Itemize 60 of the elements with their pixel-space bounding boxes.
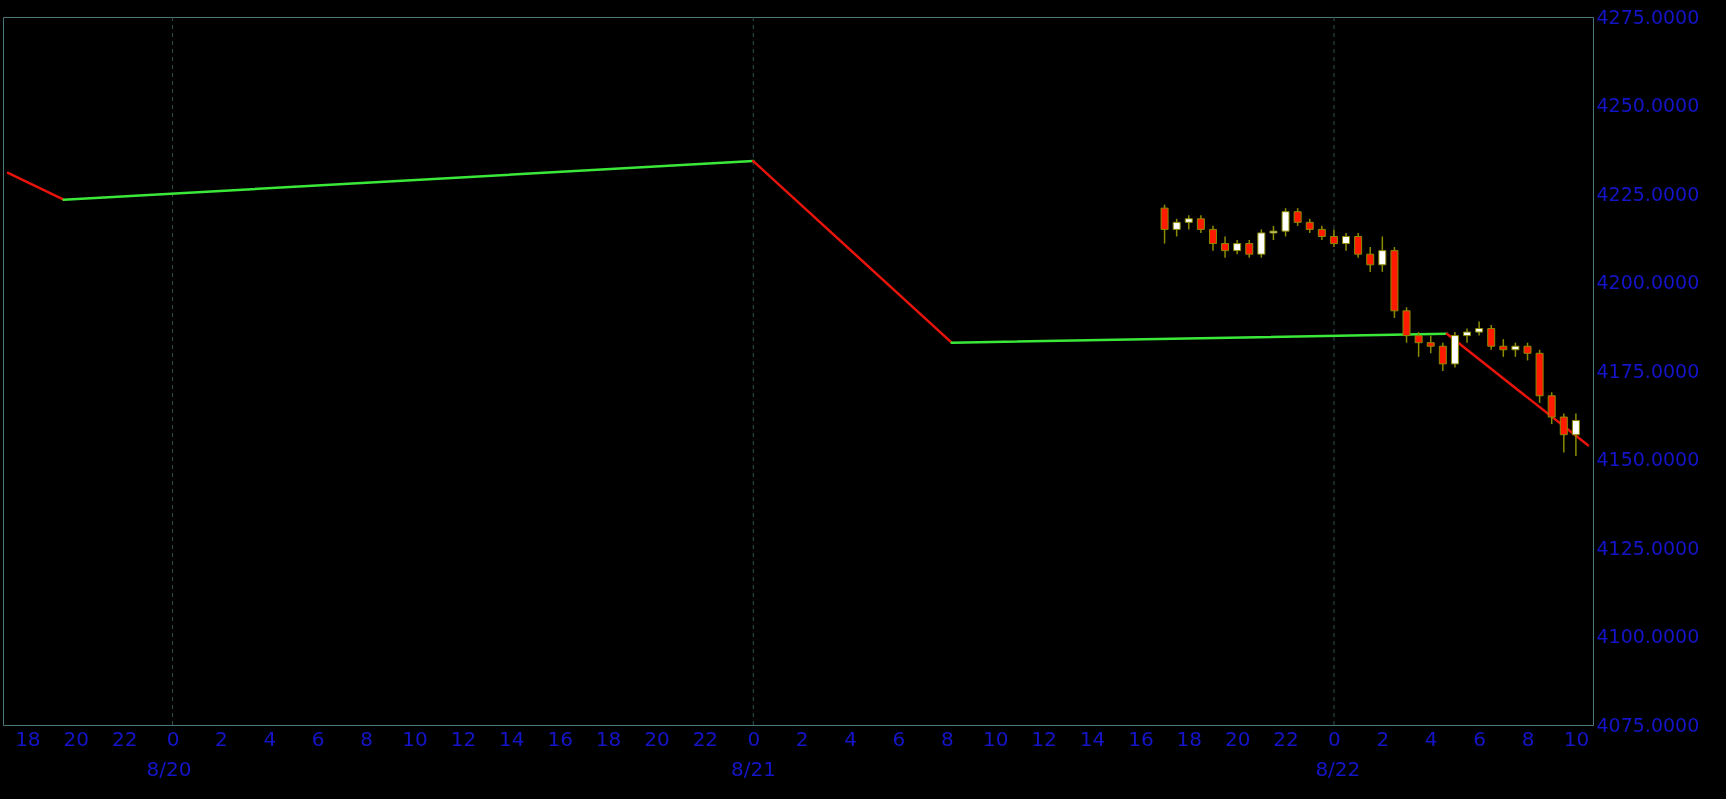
x-tick-label: 22 (692, 726, 719, 751)
candlestick (1257, 228, 1266, 259)
x-tick-label: 4 (263, 726, 277, 751)
x-tick-label: 10 (402, 726, 428, 751)
candlestick (1559, 412, 1568, 454)
y-tick-label: 4250.0000 (1596, 94, 1700, 116)
candlestick (1354, 232, 1363, 259)
x-tick-label: 6 (1473, 726, 1486, 751)
y-tick-label: 4150.0000 (1596, 448, 1700, 470)
x-tick-label: 0 (747, 726, 761, 751)
x-tick-label: 20 (63, 726, 89, 751)
x-tick-label: 8 (360, 726, 373, 751)
x2-tick-label: 8/22 (1315, 756, 1361, 781)
x-tick-label: 2 (215, 726, 228, 751)
x-tick-label: 12 (1031, 726, 1057, 751)
candlestick (1221, 235, 1230, 259)
candlestick (1571, 412, 1580, 457)
y-tick-label: 4275.0000 (1596, 5, 1700, 28)
x-tick-label: 2 (795, 726, 809, 751)
candlestick (1378, 235, 1387, 273)
x-tick-label: 18 (595, 726, 622, 751)
x-tick-label: 10 (1563, 726, 1590, 751)
candlestick (1475, 320, 1484, 337)
x-tick-label: 0 (1328, 726, 1341, 751)
x-tick-label: 14 (1079, 726, 1106, 751)
x-tick-label: 4 (844, 726, 857, 751)
x-tick-label: 16 (1128, 726, 1154, 751)
x-tick-label: 2 (1376, 726, 1390, 751)
candlestick (1160, 203, 1169, 245)
candlestick (1547, 391, 1556, 425)
candlestick (1208, 225, 1217, 252)
candlestick (1281, 207, 1290, 238)
x-tick-label: 18 (1176, 726, 1202, 751)
x-tick-label: 10 (982, 726, 1009, 751)
y-tick-label: 4225.0000 (1596, 182, 1700, 205)
y-tick-label: 4100.0000 (1596, 625, 1700, 647)
x-tick-label: 12 (450, 726, 477, 751)
y-tick-label: 4125.0000 (1596, 536, 1700, 559)
x-tick-label: 22 (111, 726, 138, 751)
x-tick-label: 16 (547, 726, 573, 751)
candlestick (1487, 324, 1496, 351)
x-tick-label: 6 (892, 726, 906, 751)
candlestick (1438, 341, 1447, 372)
x-tick-label: 22 (1273, 726, 1299, 751)
y-tick-label: 4075.0000 (1596, 713, 1700, 736)
x-tick-label: 4 (1424, 726, 1438, 751)
x2-tick-label: 8/20 (146, 756, 192, 781)
x-tick-label: 8 (1521, 726, 1535, 751)
x-tick-label: 0 (166, 726, 180, 751)
candlestick (1366, 246, 1375, 273)
y-tick-label: 4175.0000 (1596, 359, 1700, 382)
x-tick-label: 14 (499, 726, 525, 751)
x-tick-label: 18 (15, 726, 41, 751)
x-tick-label: 20 (1224, 726, 1251, 751)
candlestick (1414, 331, 1423, 358)
x-tick-label: 6 (311, 726, 325, 751)
y-tick-label: 4200.0000 (1596, 271, 1700, 293)
x2-tick-label: 8/21 (730, 756, 776, 781)
x-tick-label: 8 (940, 726, 954, 751)
x-tick-label: 20 (644, 726, 670, 751)
